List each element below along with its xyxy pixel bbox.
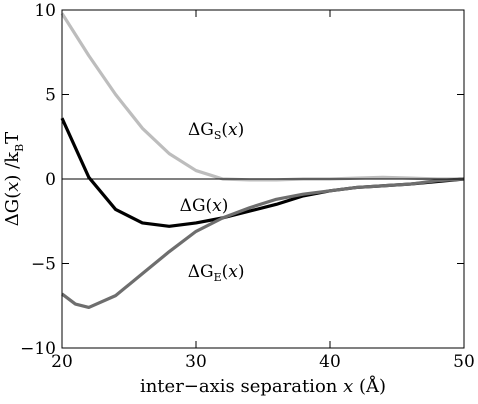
series-label-0: ΔGS(x) [188, 120, 244, 142]
y-axis-label: ΔG(x) /kBT [2, 132, 26, 226]
y-tick-label: 10 [34, 1, 56, 21]
x-axis-label: inter−axis separation x (Å) [140, 375, 386, 397]
y-tick-label: 0 [45, 170, 56, 190]
series-annotations: ΔGS(x) ΔG(x) ΔGE(x) [180, 120, 245, 284]
series-line-2 [61, 177, 465, 310]
x-tick-label: 20 [51, 352, 73, 372]
y-tick-label: −5 [31, 255, 56, 275]
x-tick-label: 50 [453, 352, 475, 372]
plot-lines [60, 12, 465, 310]
series-label-1: ΔG(x) [180, 196, 229, 216]
series-line-0 [60, 12, 464, 182]
x-tick-label: 40 [319, 352, 341, 372]
series-line-1 [60, 117, 465, 228]
y-tick-label: 5 [45, 86, 56, 106]
series-label-2: ΔGE(x) [188, 262, 245, 284]
x-tick-label: 30 [185, 352, 207, 372]
y-tick-label: −10 [20, 339, 56, 359]
axis-ticks: 20 30 40 50 −10 −5 0 5 10 [20, 1, 475, 372]
